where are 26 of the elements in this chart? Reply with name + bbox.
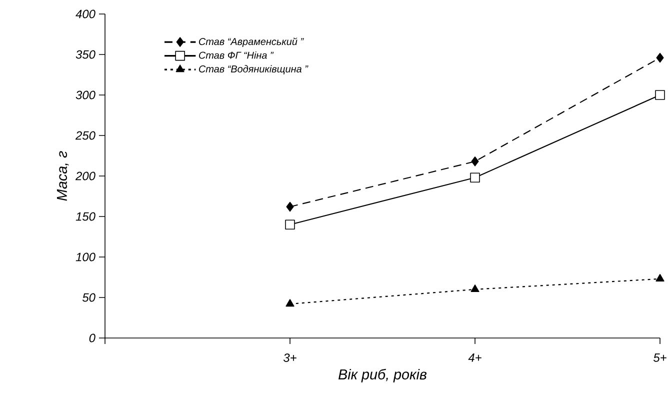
y-tick-label: 400 [76, 10, 96, 18]
point [656, 52, 664, 63]
y-axis-title: Маса, г [56, 151, 69, 201]
legend-label: Став “Водяниківщина ” [199, 65, 308, 74]
point [471, 156, 479, 166]
point [470, 172, 480, 183]
x-axis-title: Вік риб, років [338, 368, 427, 382]
legend-label: Став ФГ “Ніна ” [199, 51, 274, 59]
point [470, 284, 480, 292]
x-tick-label: 3+ [283, 354, 296, 362]
y-tick-label: 0 [89, 334, 96, 342]
y-tick-label: 200 [75, 172, 96, 180]
x-tick-label: 4+ [468, 354, 482, 362]
y-tick-label: 50 [82, 293, 96, 302]
y-tick-label: 350 [76, 50, 96, 59]
y-tick-label: 100 [76, 252, 96, 262]
y-tick-label: 150 [76, 212, 96, 221]
point [286, 299, 294, 307]
y-tick-label: 300 [76, 90, 96, 100]
point [286, 202, 294, 212]
y-tick-label: 250 [75, 131, 96, 140]
point [285, 220, 295, 230]
point [656, 274, 664, 282]
point [655, 90, 665, 100]
legend-label: Став “Авраменський ” [199, 38, 304, 48]
x-tick-label: 5+ [653, 354, 666, 362]
